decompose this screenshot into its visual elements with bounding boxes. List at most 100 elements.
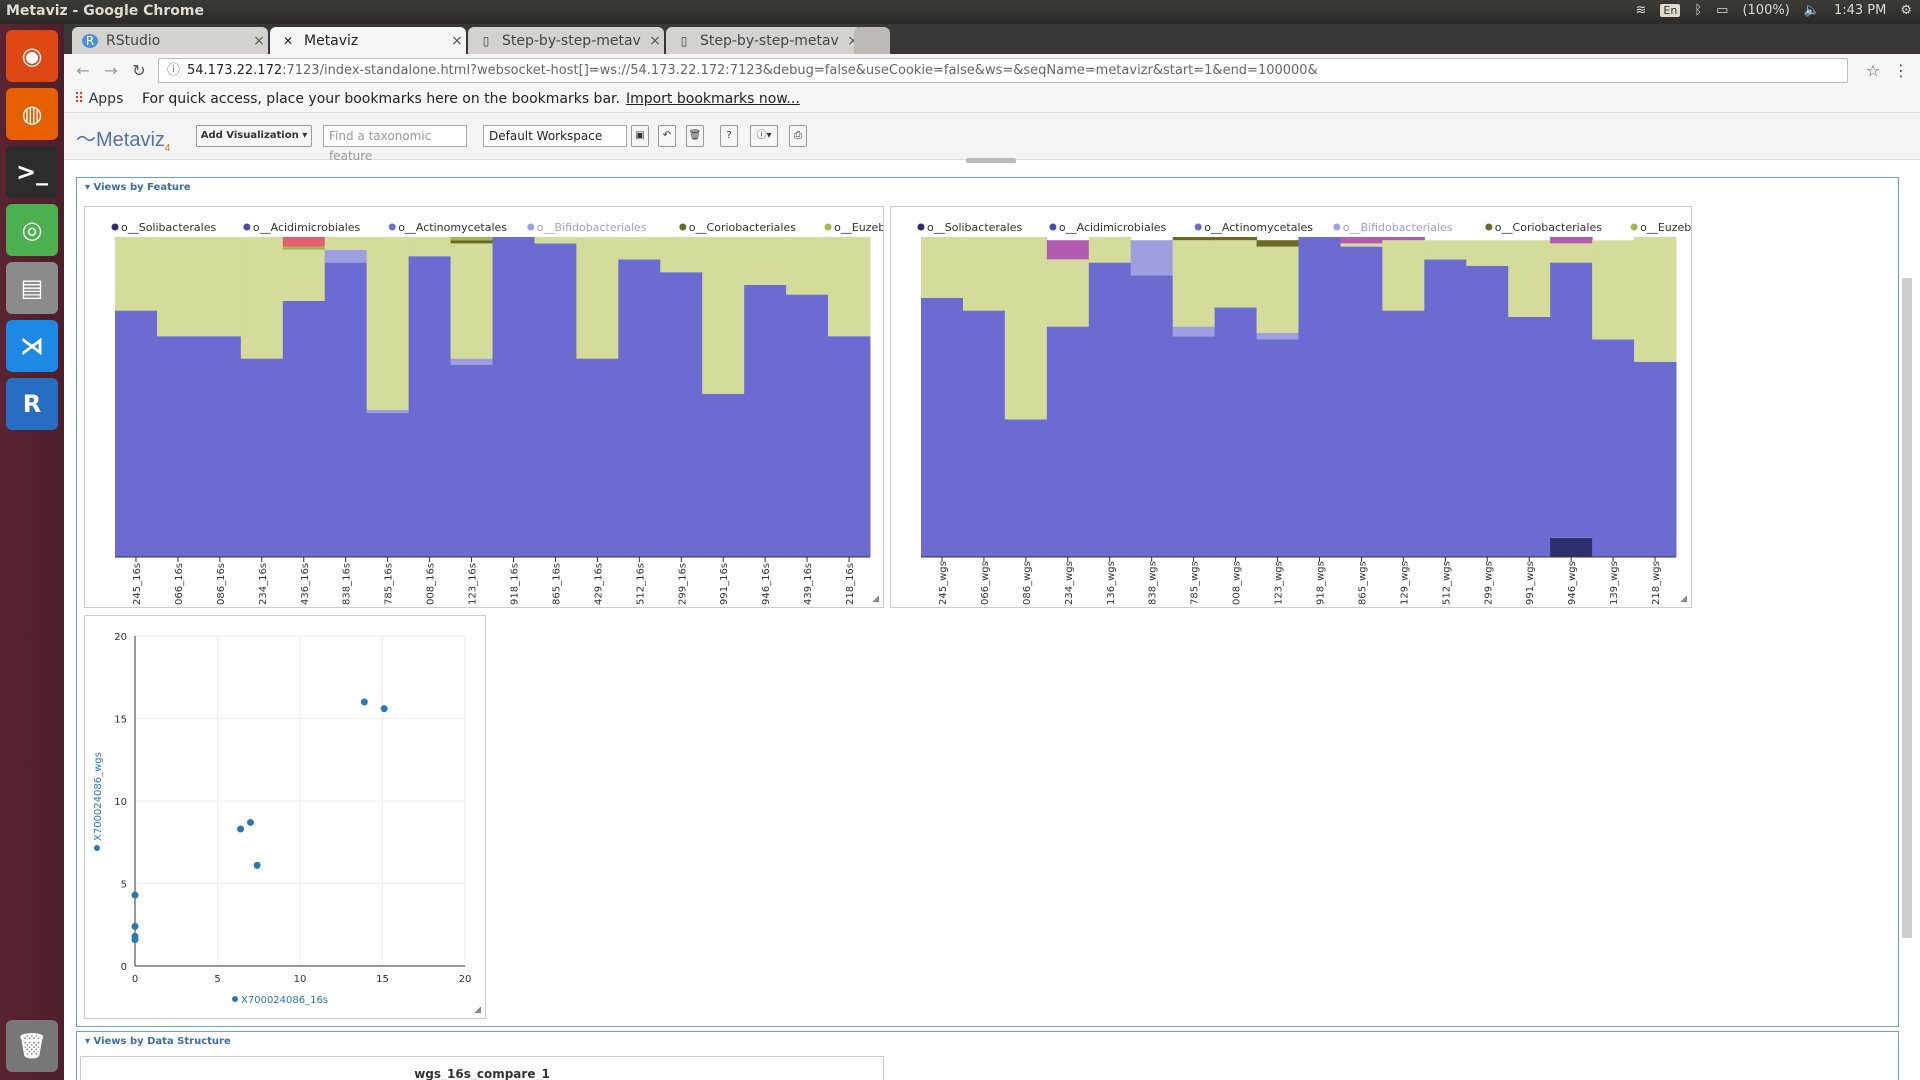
y-tick-label: 0	[121, 962, 127, 973]
add-visualization-button[interactable]: Add Visualization ▾	[196, 125, 312, 147]
taxonomic-feature-search[interactable]: Find a taxonomic feature	[323, 125, 467, 163]
tab-label: RStudio	[106, 32, 161, 49]
files-icon[interactable]: ▤	[6, 262, 58, 314]
new-tab-button[interactable]	[854, 27, 890, 54]
forward-icon[interactable]: →	[104, 61, 118, 80]
views-by-feature-header[interactable]: ▾ Views by Feature	[85, 182, 191, 193]
bar-segment	[1172, 326, 1216, 337]
bluetooth-icon[interactable]: ᛒ	[1694, 3, 1703, 18]
resize-handle-icon[interactable]: ◢	[474, 1005, 481, 1015]
data-structure-viz[interactable]: wgs_16s_compare_1	[80, 1056, 884, 1080]
x-tick-label: 429_16s	[593, 563, 604, 605]
ubuntu-dash-icon[interactable]: ◉	[6, 30, 58, 82]
bar-segment	[1298, 237, 1341, 557]
bar-segment	[115, 237, 158, 311]
volume-icon[interactable]: 🔈	[1803, 3, 1820, 18]
bar-segment	[618, 259, 661, 557]
stacked-bar-chart-16s[interactable]: o__Solibacterales o__Acidimicrobiales o__A…	[84, 206, 1003, 608]
bar-segment	[1172, 237, 1216, 241]
bookmarks-bar: ⠿ Apps For quick access, place your book…	[64, 88, 1920, 113]
x-tick-label: 946_wgs	[1567, 561, 1578, 605]
bar-segment	[660, 272, 703, 557]
undo-icon[interactable]: ↶	[658, 125, 676, 147]
save-workspace-icon[interactable]: ▣	[631, 125, 649, 147]
scatter-point	[131, 936, 139, 944]
scatter-plot[interactable]: 0 5 10 15 20 0 5 10 15 20 X700024086_16s X700024086…	[84, 615, 486, 1019]
keyboard-language[interactable]: En	[1660, 4, 1681, 17]
bar-segment	[408, 237, 452, 257]
help-icon[interactable]: ?	[720, 125, 738, 147]
y-axis-label-swatch	[94, 845, 100, 851]
settings-gear-icon[interactable]: ⚙	[1900, 3, 1912, 18]
bar-segment	[366, 409, 410, 413]
resize-handle-icon[interactable]: ◢	[872, 594, 879, 604]
resize-handle-icon[interactable]: ◢	[1680, 594, 1687, 604]
views-by-data-structure-header[interactable]: ▾ Views by Data Structure	[85, 1036, 231, 1047]
battery-level[interactable]: (100%)	[1742, 3, 1790, 18]
trash-icon[interactable]: 🗑	[6, 1020, 58, 1072]
legend-label: o__Acidimicrobiales	[253, 221, 361, 234]
x-tick-label: 918_16s	[509, 563, 520, 605]
bar-segment	[115, 310, 158, 557]
logo-version: 4	[164, 143, 171, 154]
metaviz-page: 〜Metaviz4 Add Visualization ▾ Find a tax…	[64, 113, 1920, 1080]
apps-shortcut[interactable]: ⠿ Apps	[74, 91, 123, 107]
bar-segment	[786, 294, 829, 557]
battery-icon[interactable]: ▭	[1716, 3, 1729, 18]
bar-segment	[744, 285, 787, 557]
firefox-icon[interactable]: ◍	[6, 88, 58, 140]
back-icon[interactable]: ←	[76, 61, 90, 80]
bar-segment	[1592, 240, 1635, 340]
info-icon[interactable]: ⓘ	[167, 63, 181, 78]
stacked-bar-chart-wgs[interactable]: o__Solibacterales o__Acidimicrobiales o__A…	[890, 206, 1809, 608]
close-icon[interactable]: ×	[847, 32, 859, 49]
rstudio-icon: R	[82, 33, 98, 48]
x-tick-label: 066_wgs	[980, 561, 991, 605]
bar-segment	[324, 237, 368, 250]
bar-segment	[1382, 240, 1425, 311]
close-icon[interactable]: ×	[649, 32, 661, 49]
stacked-bar-svg-wgs: o__Solibacterales o__Acidimicrobiales o__A…	[917, 221, 1809, 605]
legend-swatch	[1630, 223, 1638, 231]
menu-icon[interactable]: ⋮	[1893, 61, 1909, 80]
tab-metaviz[interactable]: ✕ Metaviz ×	[270, 27, 466, 54]
tab-step-by-step-1[interactable]: ▯ Step-by-step-metav ×	[468, 27, 664, 54]
import-bookmarks-link[interactable]: Import bookmarks now...	[625, 91, 800, 107]
workspace-name-input[interactable]: Default Workspace	[483, 125, 627, 147]
bar-segment	[576, 358, 619, 557]
page-scrollbar[interactable]	[1902, 278, 1912, 938]
bar-segment	[156, 237, 200, 337]
bar-segment	[1256, 240, 1299, 247]
toolbar-splitter-handle[interactable]	[966, 158, 1016, 163]
print-icon[interactable]: ⎙	[789, 125, 807, 147]
address-bar[interactable]: ⓘ 54.173.22.172:7123/index-standalone.ht…	[158, 58, 1848, 83]
reload-icon[interactable]: ↻	[132, 61, 146, 80]
chrome-icon[interactable]: ◎	[6, 204, 58, 256]
bookmark-star-icon[interactable]: ☆	[1865, 61, 1881, 80]
terminal-icon[interactable]: >_	[6, 146, 58, 198]
delete-workspace-icon[interactable]: 🗑	[686, 125, 704, 147]
r-app-icon[interactable]: R	[6, 378, 58, 430]
bar-segment	[921, 237, 964, 298]
close-icon[interactable]: ×	[253, 32, 265, 49]
bar-segment	[1550, 237, 1593, 244]
wifi-icon[interactable]: ≋	[1635, 3, 1647, 18]
bar-segment	[1046, 326, 1090, 557]
bookmarks-hint-text: For quick access, place your bookmarks h…	[142, 91, 620, 107]
clock[interactable]: 1:43 PM	[1833, 3, 1887, 18]
x-tick-label: 123_16s	[468, 563, 479, 605]
bar-segment	[1256, 339, 1299, 557]
bar-segment	[1046, 240, 1090, 260]
bar-segment	[450, 365, 493, 557]
y-tick-label: 20	[114, 632, 127, 643]
tab-rstudio[interactable]: R RStudio ×	[72, 27, 268, 54]
close-icon[interactable]: ×	[451, 32, 463, 49]
logo-wave-icon: 〜	[76, 129, 96, 151]
vscode-icon[interactable]: ⋊	[6, 320, 58, 372]
tab-step-by-step-2[interactable]: ▯ Step-by-step-metav ×	[666, 27, 862, 54]
bar-segment	[744, 237, 787, 285]
info-menu-icon[interactable]: ⓘ▾	[750, 125, 778, 147]
apps-label: Apps	[88, 91, 124, 107]
bar-segment	[702, 393, 745, 557]
x-tick-label: 234_wgs	[1064, 561, 1075, 605]
